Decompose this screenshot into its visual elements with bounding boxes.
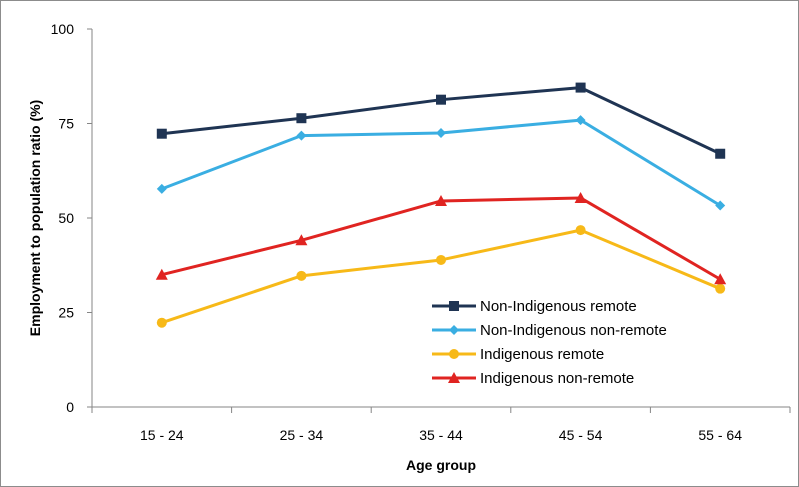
data-point: [295, 234, 308, 246]
legend-marker: [449, 349, 459, 359]
y-tick-label: 50: [58, 210, 74, 226]
legend-label: Non-Indigenous remote: [480, 298, 637, 315]
y-tick-label: 75: [58, 116, 74, 132]
x-axis-title: Age group: [406, 457, 476, 473]
axes: [87, 28, 791, 413]
x-tick-label: 25 - 34: [280, 427, 324, 443]
x-tick-label: 35 - 44: [419, 427, 463, 443]
legend: Non-Indigenous remote Non-Indigenous non-…: [432, 298, 667, 387]
data-point: [715, 283, 726, 294]
data-point: [714, 273, 727, 285]
data-point: [574, 191, 587, 203]
legend-marker: [449, 325, 459, 335]
x-tick-label: 15 - 24: [140, 427, 184, 443]
data-point: [436, 254, 446, 265]
series-group: [155, 82, 727, 328]
legend-item: Non-Indigenous remote: [432, 298, 637, 315]
y-tick-label: 0: [66, 399, 74, 415]
x-tick-label: 55 - 64: [698, 427, 742, 443]
legend-marker: [448, 372, 460, 383]
series-0: [156, 82, 726, 159]
data-point: [436, 127, 446, 138]
data-point: [575, 115, 586, 126]
legend-label: Indigenous non-remote: [480, 370, 634, 387]
data-point: [296, 130, 307, 141]
series-1: [156, 115, 726, 211]
legend-item: Indigenous non-remote: [432, 370, 634, 387]
x-tick-labels: 15 - 24 25 - 34 35 - 44 45 - 54 55 - 64: [140, 427, 742, 443]
legend-label: Indigenous remote: [480, 346, 604, 363]
series-3: [155, 191, 727, 285]
series-2: [156, 225, 726, 328]
data-point: [155, 268, 168, 280]
data-point: [156, 317, 167, 328]
y-tick-label: 25: [58, 305, 74, 321]
data-point: [436, 94, 446, 105]
data-point: [575, 82, 586, 93]
x-tick-label: 45 - 54: [559, 427, 603, 443]
legend-label: Non-Indigenous non-remote: [480, 322, 667, 339]
y-axis-title: Employment to population ratio (%): [27, 100, 43, 336]
y-tick-label: 100: [51, 21, 75, 37]
legend-item: Indigenous remote: [432, 346, 604, 363]
legend-item: Non-Indigenous non-remote: [432, 322, 667, 339]
series-line: [161, 196, 721, 281]
data-point: [575, 225, 586, 236]
data-point: [156, 128, 167, 139]
data-point: [296, 270, 307, 281]
data-point: [296, 113, 307, 124]
y-tick-labels: 0 25 50 75 100: [51, 21, 75, 415]
data-point: [715, 148, 726, 159]
data-point: [715, 200, 726, 211]
data-point: [156, 183, 167, 194]
legend-marker: [449, 301, 459, 311]
data-point: [435, 194, 447, 206]
